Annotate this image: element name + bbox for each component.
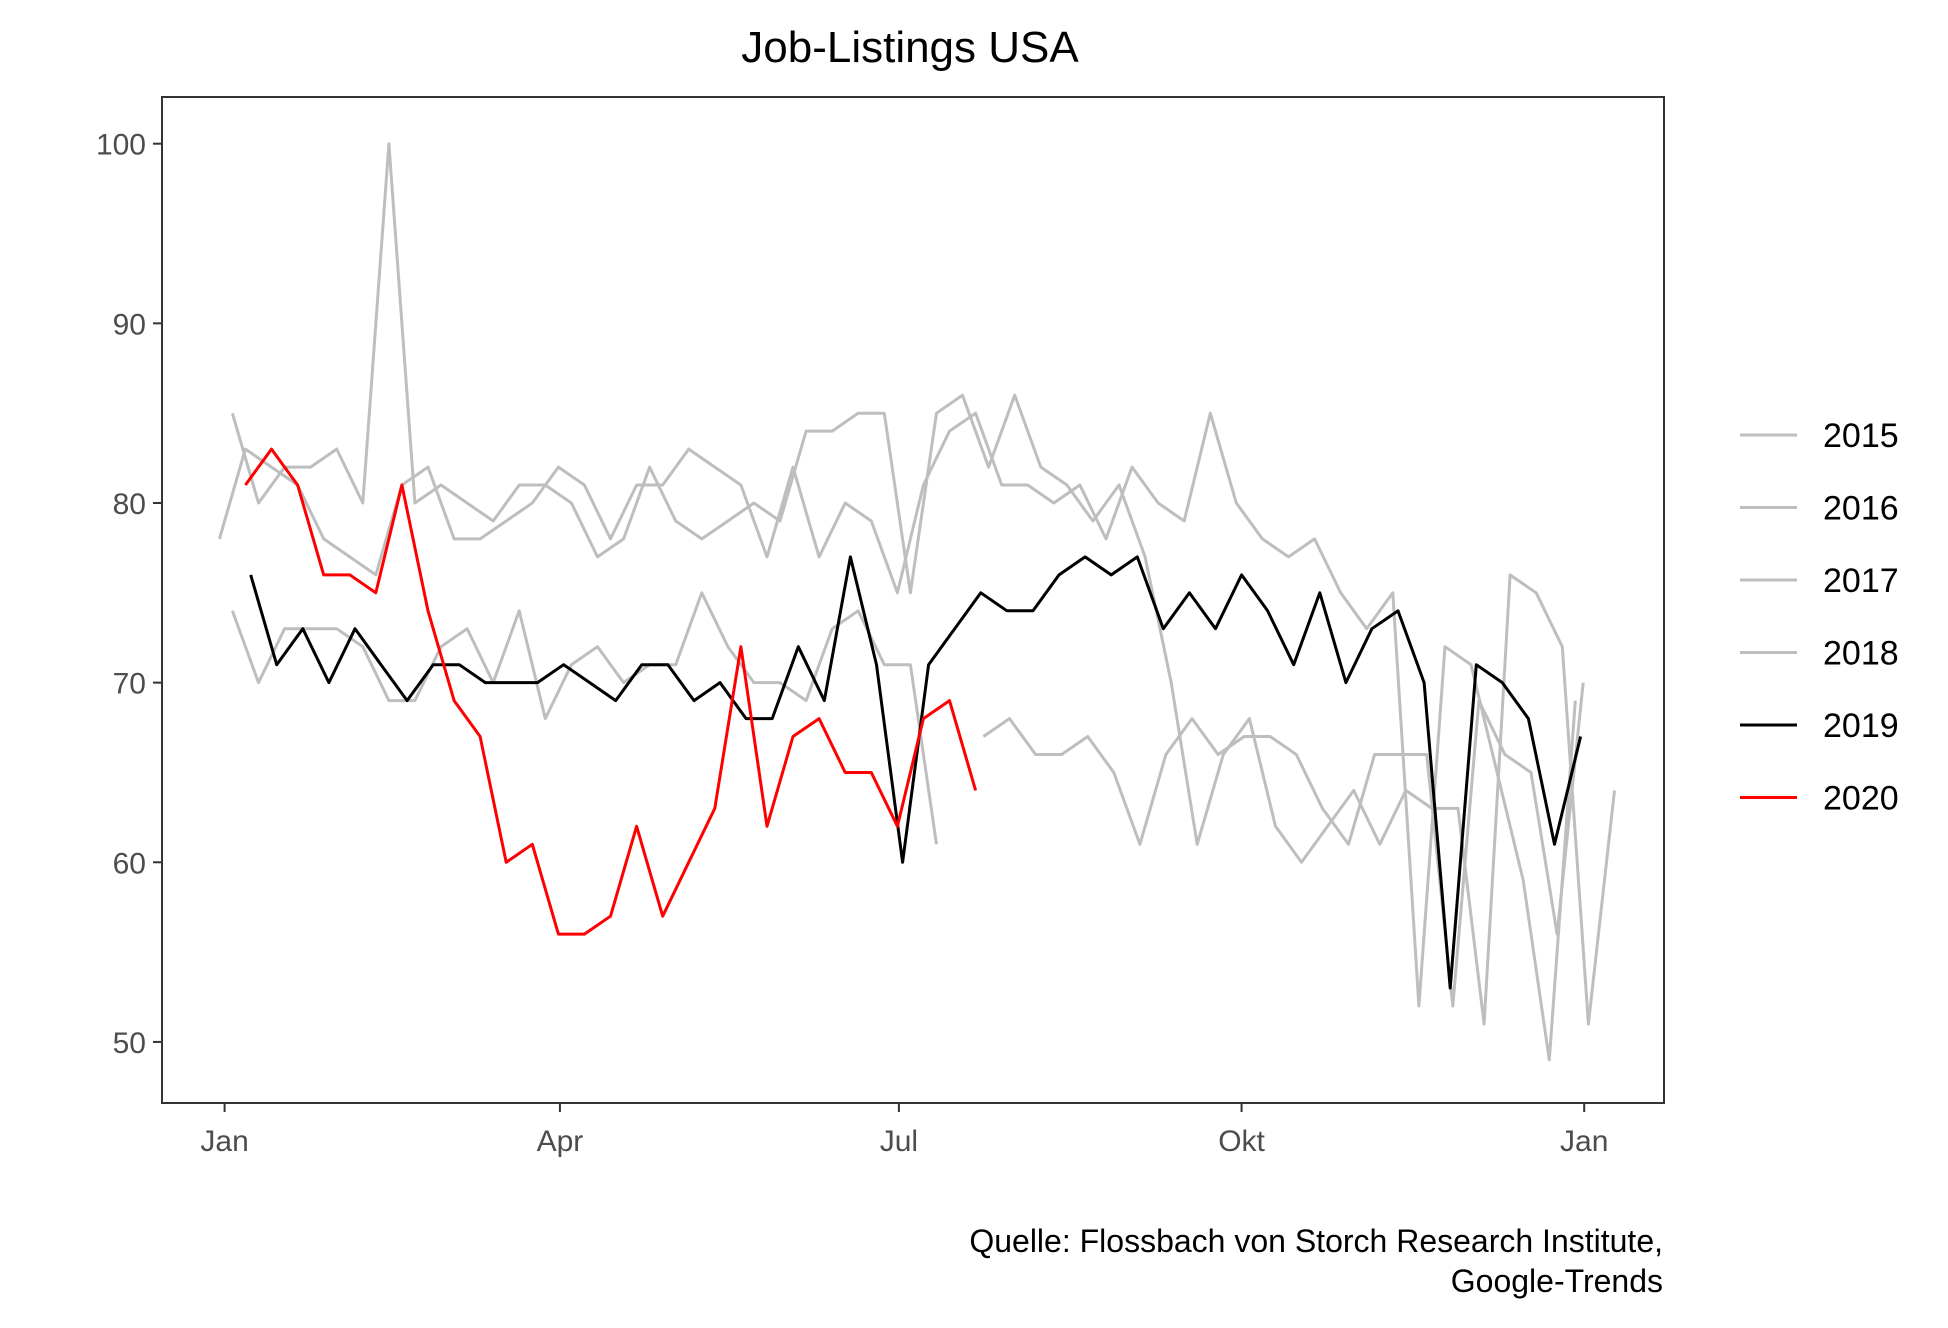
y-axis: 50 60 70 80 90 100 xyxy=(96,129,162,1060)
y-tick-label: 80 xyxy=(113,488,146,521)
x-tick-label: Okt xyxy=(1218,1125,1265,1158)
series-layer xyxy=(217,142,1616,1062)
y-tick-label: 50 xyxy=(113,1027,146,1060)
source-line-1: Quelle: Flossbach von Storch Research In… xyxy=(969,1223,1663,1259)
legend-label-2016: 2016 xyxy=(1823,490,1899,528)
x-tick-label: Jul xyxy=(880,1125,918,1158)
y-tick-label: 90 xyxy=(113,308,146,341)
series-line-2017 xyxy=(217,411,1577,1062)
series-line-2018 xyxy=(982,682,1585,1008)
legend-label-2017: 2017 xyxy=(1823,562,1899,600)
source-line-2: Google-Trends xyxy=(1451,1263,1663,1299)
y-tick-label: 70 xyxy=(113,668,146,701)
y-tick-label: 100 xyxy=(96,129,146,162)
series-line-2020 xyxy=(244,447,978,936)
legend: 2015 2016 2017 2018 2019 2020 xyxy=(1740,417,1899,818)
legend-label-2020: 2020 xyxy=(1823,780,1899,818)
chart-title: Job-Listings USA xyxy=(741,23,1079,72)
series-line-2019 xyxy=(249,555,1583,990)
plot-panel xyxy=(161,96,1665,1104)
x-tick-label: Jan xyxy=(200,1125,248,1158)
series-line-2015 xyxy=(230,142,1616,1026)
x-axis: Jan Apr Jul Okt Jan xyxy=(200,1103,1608,1158)
x-tick-label: Apr xyxy=(537,1125,584,1158)
legend-label-2015: 2015 xyxy=(1823,417,1899,455)
legend-label-2019: 2019 xyxy=(1823,707,1899,745)
x-tick-label: Jan xyxy=(1560,1125,1608,1158)
legend-label-2018: 2018 xyxy=(1823,635,1899,673)
y-tick-label: 60 xyxy=(113,847,146,880)
